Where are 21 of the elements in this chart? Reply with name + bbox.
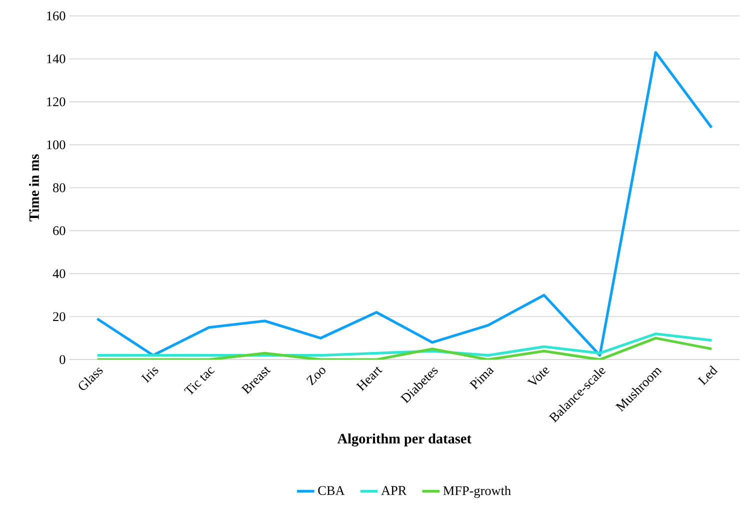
x-tick-label: Pima: [469, 368, 494, 390]
x-tick-label: Iris: [141, 367, 158, 383]
line-series: [96, 51, 713, 357]
legend-label: MFP-growth: [443, 486, 511, 498]
y-axis-title: Time in ms: [28, 154, 39, 222]
y-tick-label: 80: [53, 183, 66, 192]
y-tick-label: 120: [47, 97, 66, 106]
y-tick-label: 100: [47, 140, 66, 150]
legend-label: CBA: [318, 486, 345, 496]
y-tick-label: 60: [53, 226, 66, 236]
x-tick-label: Tic tac: [184, 367, 215, 395]
x-tick-label: Zoo: [306, 368, 326, 386]
y-tick-label: 160: [47, 11, 66, 20]
y-tick-label: 0: [60, 355, 66, 364]
x-tick-label: Led: [698, 365, 718, 386]
y-tick-label: 20: [53, 312, 66, 322]
y-tick-label: 40: [52, 269, 66, 278]
legend-label: APR: [381, 486, 407, 495]
x-tick-label: Vote: [527, 368, 550, 385]
x-axis-title: Algorithm per dataset: [337, 433, 472, 446]
y-tick-label: 140: [47, 54, 66, 64]
